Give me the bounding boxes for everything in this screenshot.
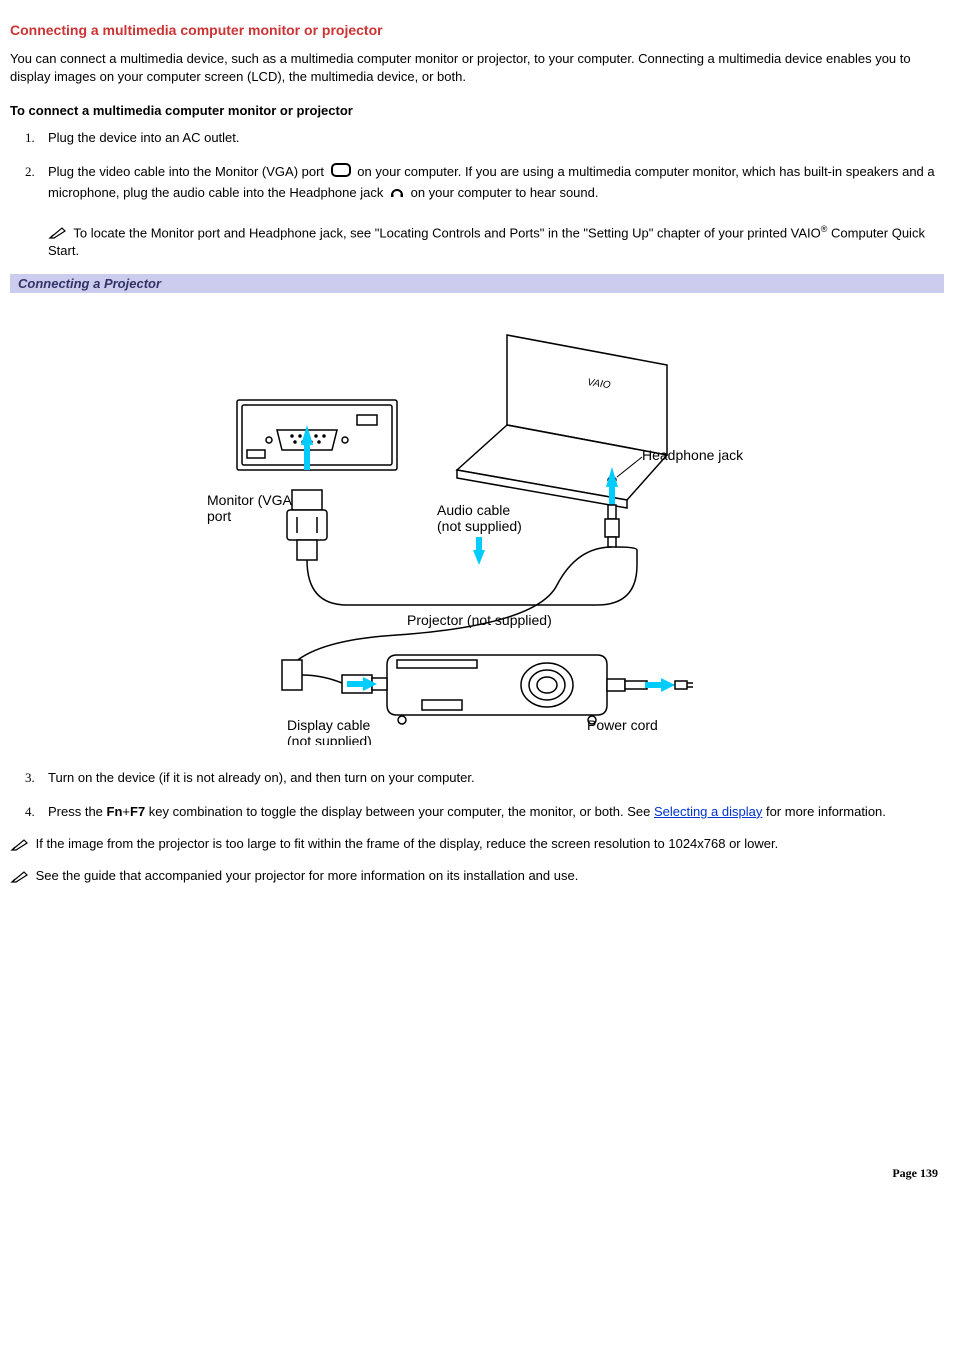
laptop-drawing: VAIO [457,335,667,508]
label-power: Power cord [587,717,658,733]
note-icon [48,226,68,240]
note-resolution-text: If the image from the projector is too l… [32,836,778,851]
vga-connector [287,490,327,560]
intro-paragraph: You can connect a multimedia device, suc… [10,50,944,85]
note-resolution: If the image from the projector is too l… [10,835,944,853]
label-display-a: Display cable [287,717,370,733]
step-4-a: Press the [48,804,107,819]
selecting-display-link[interactable]: Selecting a display [654,804,762,819]
headphone-icon [389,183,405,205]
steps-list-cont: Turn on the device (if it is not already… [38,768,944,821]
projector-drawing [387,655,607,724]
key-f7: F7 [130,804,145,819]
note-guide-text: See the guide that accompanied your proj… [32,868,578,883]
step-2-text-a: Plug the video cable into the Monitor (V… [48,164,328,179]
vga-panel [237,400,397,470]
note-icon [10,870,30,884]
steps-list: Plug the device into an AC outlet. Plug … [38,128,944,260]
label-audio-b: (not supplied) [437,518,522,534]
procedure-heading: To connect a multimedia computer monitor… [10,103,944,118]
audio-plug [605,505,619,547]
figure-caption: Connecting a Projector [10,274,944,293]
step-4-c: for more information. [762,804,886,819]
audio-arrow [473,537,485,565]
step-2: Plug the video cable into the Monitor (V… [38,162,944,261]
power-arrow [645,678,675,692]
display-connector [282,660,387,693]
step-4: Press the Fn+F7 key combination to toggl… [38,802,944,822]
label-vga-a: Monitor (VGA) [207,492,296,508]
key-fn: Fn [107,804,123,819]
label-vga-b: port [207,508,231,524]
vga-port-icon [330,162,352,184]
label-projector: Projector (not supplied) [407,612,552,628]
label-headphone: Headphone jack [642,447,744,463]
step-2-note-text-a: To locate the Monitor port and Headphone… [73,225,820,240]
label-display-b: (not supplied) [287,733,372,745]
note-guide: See the guide that accompanied your proj… [10,867,944,885]
step-4-b: key combination to toggle the display be… [145,804,654,819]
step-1: Plug the device into an AC outlet. [38,128,944,148]
step-2-note: To locate the Monitor port and Headphone… [48,223,944,261]
label-audio-a: Audio cable [437,502,510,518]
note-icon [10,838,30,852]
key-plus: + [122,804,130,819]
step-3: Turn on the device (if it is not already… [38,768,944,788]
page-title: Connecting a multimedia computer monitor… [10,22,944,38]
step-2-text-c: on your computer to hear sound. [411,185,599,200]
projector-figure: VAIO Headphone jack Monitor (VGA) port [10,293,944,758]
page-number: Page 139 [10,1166,944,1181]
cable-loop [307,547,637,605]
